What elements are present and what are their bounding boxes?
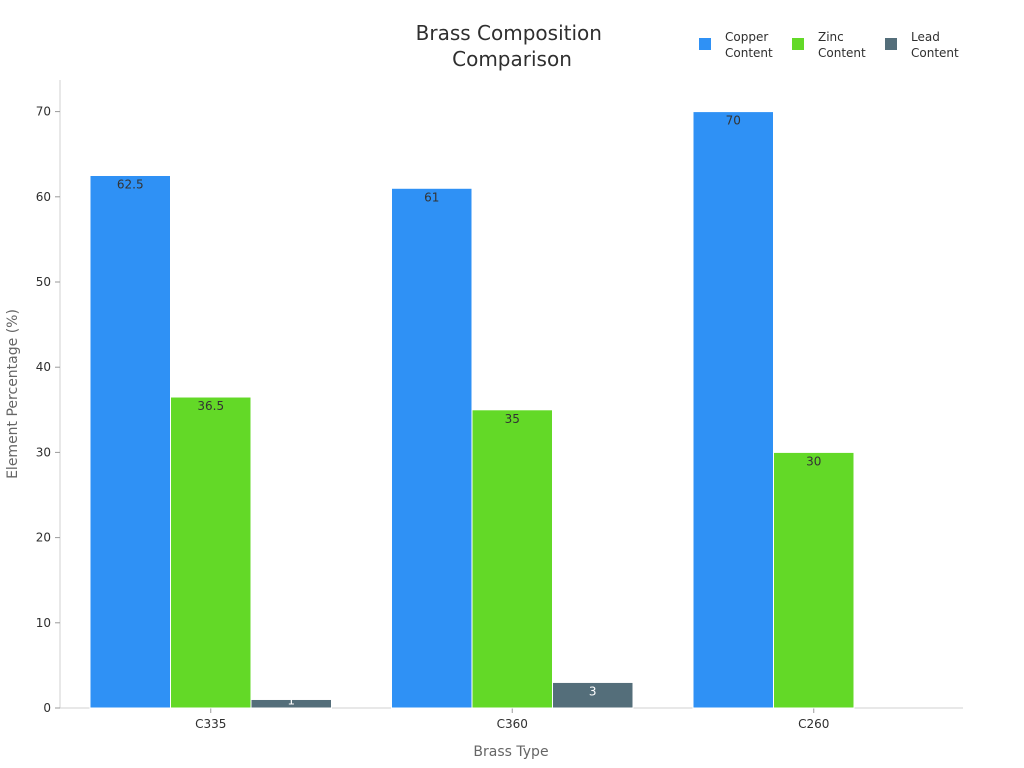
y-tick-label: 50 (36, 275, 51, 289)
y-tick-label: 40 (36, 360, 51, 374)
data-label: 35 (505, 412, 520, 426)
y-tick-label: 70 (36, 105, 51, 119)
chart-title-line-2: Comparison (452, 47, 572, 71)
bar-zinc-content-c360[interactable] (471, 409, 553, 709)
legend-label: Zinc Content (818, 30, 866, 60)
x-tick-label: C260 (798, 717, 829, 731)
bar-zinc-content-c260[interactable] (773, 451, 855, 709)
y-axis: 0 10 20 30 40 50 60 70 (36, 80, 61, 715)
y-tick-label: 60 (36, 190, 51, 204)
x-tick-label: C360 (497, 717, 528, 731)
x-axis-title: Brass Type (473, 744, 548, 760)
data-label: 1 (287, 693, 295, 707)
data-label: 3 (589, 684, 597, 698)
bar-lead-content-c335[interactable] (250, 698, 332, 709)
bar-copper-content-c335[interactable] (89, 175, 171, 709)
legend-swatch (885, 38, 897, 50)
y-tick-label: 30 (36, 445, 51, 459)
data-label: 61 (424, 190, 439, 204)
data-label: 36.5 (197, 399, 224, 413)
y-tick-label: 20 (36, 531, 51, 545)
data-label: 70 (726, 114, 741, 128)
bar-zinc-content-c335[interactable] (170, 396, 252, 709)
legend-swatch (792, 38, 804, 50)
y-axis-title: Element Percentage (%) (5, 309, 21, 479)
data-labels: 62.5 36.5 1 61 35 3 70 30 (117, 114, 822, 708)
x-axis: C335 C360 C260 (60, 707, 963, 731)
bar-copper-content-c360[interactable] (391, 187, 473, 709)
bar-copper-content-c260[interactable] (692, 111, 774, 709)
x-tick-label: C335 (195, 717, 226, 731)
bar-lead-content-c360[interactable] (552, 681, 634, 709)
legend-label: Copper Content (725, 30, 773, 60)
y-tick-label: 10 (36, 616, 51, 630)
legend-label: Lead Content (911, 30, 959, 60)
legend-swatch (699, 38, 711, 50)
y-tick-label: 0 (43, 701, 51, 715)
bars (89, 111, 855, 709)
data-label: 62.5 (117, 178, 144, 192)
legend: Copper Content Zinc Content Lead Content (699, 30, 959, 60)
chart-title: Brass Composition Comparison (416, 21, 609, 71)
data-label: 30 (806, 454, 821, 468)
chart-title-line-1: Brass Composition (416, 21, 602, 45)
